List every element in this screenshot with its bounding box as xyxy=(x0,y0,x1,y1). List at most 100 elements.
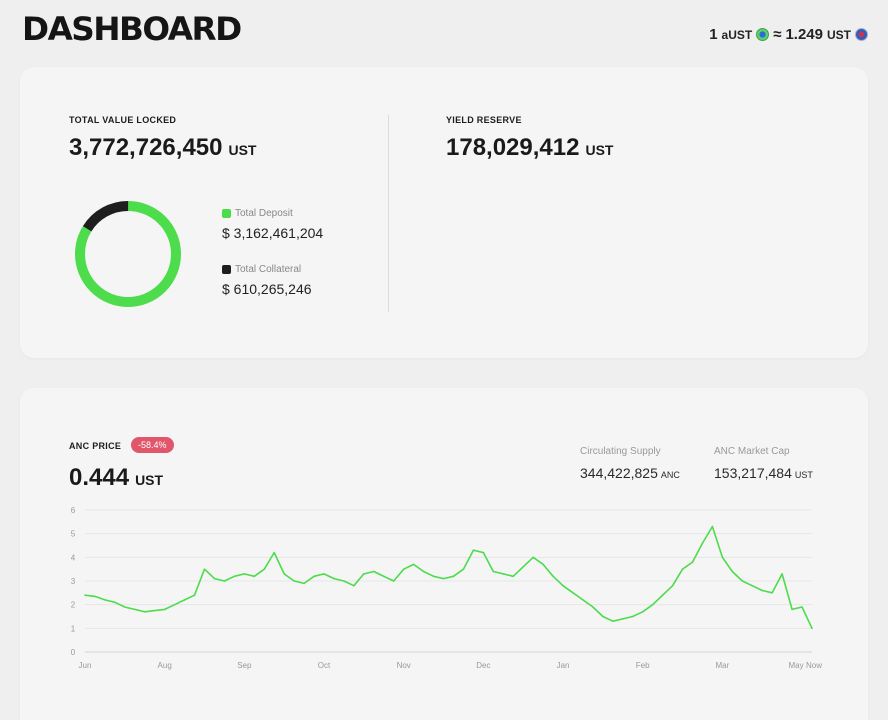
x-tick-label: Mar xyxy=(715,661,729,670)
page-title: DASHBOARD xyxy=(22,10,242,48)
data-point xyxy=(681,568,684,570)
tvl-amount: 3,772,726,450 xyxy=(69,134,223,161)
x-tick-label: Nov xyxy=(397,661,411,670)
market-cap-amount: 153,217,484 xyxy=(714,465,792,481)
anc-price-chart: 0 1 2 3 4 5 6 Jun Aug Sep Oct Nov Dec Jan Feb Mar May Now xyxy=(71,506,822,670)
market-cap-stat: ANC Market Cap 153,217,484 UST xyxy=(714,446,813,481)
data-point xyxy=(402,568,405,570)
data-point xyxy=(651,603,654,606)
data-point xyxy=(412,563,415,566)
data-point xyxy=(612,620,614,622)
data-point xyxy=(641,611,644,613)
data-point xyxy=(343,580,345,582)
deposit-swatch xyxy=(222,209,231,218)
data-point xyxy=(592,606,594,608)
data-point xyxy=(472,549,475,551)
deposit-label: Total Deposit xyxy=(235,208,293,219)
data-point xyxy=(512,575,514,578)
data-point xyxy=(741,580,744,582)
data-point xyxy=(383,575,385,578)
circulating-supply-amount: 344,422,825 xyxy=(580,465,658,481)
data-point xyxy=(801,606,803,608)
data-point xyxy=(163,608,166,611)
x-tick-label: May xyxy=(788,661,803,670)
data-point xyxy=(572,592,574,594)
data-point xyxy=(422,570,425,573)
deposit-value: $ 3,162,461,204 xyxy=(222,225,324,241)
donut-collateral-arc xyxy=(75,200,181,307)
collateral-swatch xyxy=(222,265,231,274)
tvl-value: 3,772,726,450 UST xyxy=(69,134,256,162)
data-point xyxy=(552,575,554,578)
data-point xyxy=(562,584,564,587)
data-point xyxy=(84,594,86,596)
data-point xyxy=(731,570,734,573)
data-point xyxy=(193,594,196,596)
market-cap-unit: UST xyxy=(794,470,813,480)
x-tick-label: Oct xyxy=(318,661,331,670)
data-point xyxy=(353,584,355,587)
y-tick-label: 0 xyxy=(71,648,76,657)
market-cap-label: ANC Market Cap xyxy=(714,446,790,457)
data-point xyxy=(333,577,335,580)
legend-total-collateral: Total Collateral $ 610,265,246 xyxy=(222,264,312,297)
data-point xyxy=(532,556,534,559)
exchange-rate: 1 aUST ≈ 1.249 UST xyxy=(709,26,868,43)
data-point xyxy=(94,595,96,598)
x-tick-label: Sep xyxy=(237,661,252,670)
data-point xyxy=(263,568,266,570)
anc-price-unit: UST xyxy=(135,472,164,488)
data-point xyxy=(243,573,246,575)
rate-rhs-amount: 1.249 xyxy=(785,26,823,43)
tvl-unit: UST xyxy=(228,142,257,158)
yield-reserve-value: 178,029,412 UST xyxy=(446,134,613,162)
data-point xyxy=(134,608,136,611)
x-tick-label: Now xyxy=(806,661,822,670)
data-point xyxy=(153,609,156,612)
data-point xyxy=(223,580,226,582)
data-point xyxy=(213,577,216,580)
circulating-supply-stat: Circulating Supply 344,422,825 ANC xyxy=(580,446,680,481)
anc-price-value: 0.444 UST xyxy=(69,464,163,492)
data-point xyxy=(602,615,604,618)
rate-rhs-unit: UST xyxy=(827,27,851,42)
x-tick-label: Aug xyxy=(158,661,172,670)
y-tick-label: 2 xyxy=(71,601,76,610)
tvl-donut-chart xyxy=(75,200,181,307)
aust-coin-icon xyxy=(756,28,770,41)
market-cap-value: 153,217,484 UST xyxy=(714,465,813,481)
data-point xyxy=(751,584,753,587)
data-point xyxy=(582,599,584,601)
anc-price-card: ANC PRICE -58.4% 0.444 UST Circulating Su… xyxy=(20,388,868,720)
data-point xyxy=(542,563,544,566)
data-point xyxy=(771,592,773,594)
data-point xyxy=(761,589,763,592)
data-point xyxy=(661,594,664,596)
data-point xyxy=(323,573,325,575)
circulating-supply-unit: ANC xyxy=(660,470,680,480)
anc-price-label: ANC PRICE xyxy=(69,441,122,451)
ust-coin-icon xyxy=(855,28,868,41)
x-tick-label: Dec xyxy=(476,661,490,670)
data-point xyxy=(173,603,176,606)
x-tick-label: Feb xyxy=(636,661,650,670)
data-point xyxy=(522,566,524,568)
data-point xyxy=(303,582,305,585)
data-point xyxy=(144,611,146,613)
y-tick-label: 5 xyxy=(71,530,76,539)
data-point xyxy=(373,570,375,573)
tvl-label: TOTAL VALUE LOCKED xyxy=(69,115,177,125)
yield-reserve-unit: UST xyxy=(585,142,614,158)
data-point xyxy=(691,561,694,563)
data-point xyxy=(183,599,186,601)
data-point xyxy=(273,551,275,554)
y-tick-label: 3 xyxy=(71,577,76,586)
price-change-badge: -58.4% xyxy=(131,437,174,453)
data-point xyxy=(791,608,793,611)
data-point xyxy=(492,570,495,573)
data-point xyxy=(482,551,485,554)
data-point xyxy=(432,575,435,578)
rate-approx-symbol: ≈ xyxy=(773,26,782,43)
data-point xyxy=(293,580,295,582)
data-point xyxy=(124,606,126,608)
